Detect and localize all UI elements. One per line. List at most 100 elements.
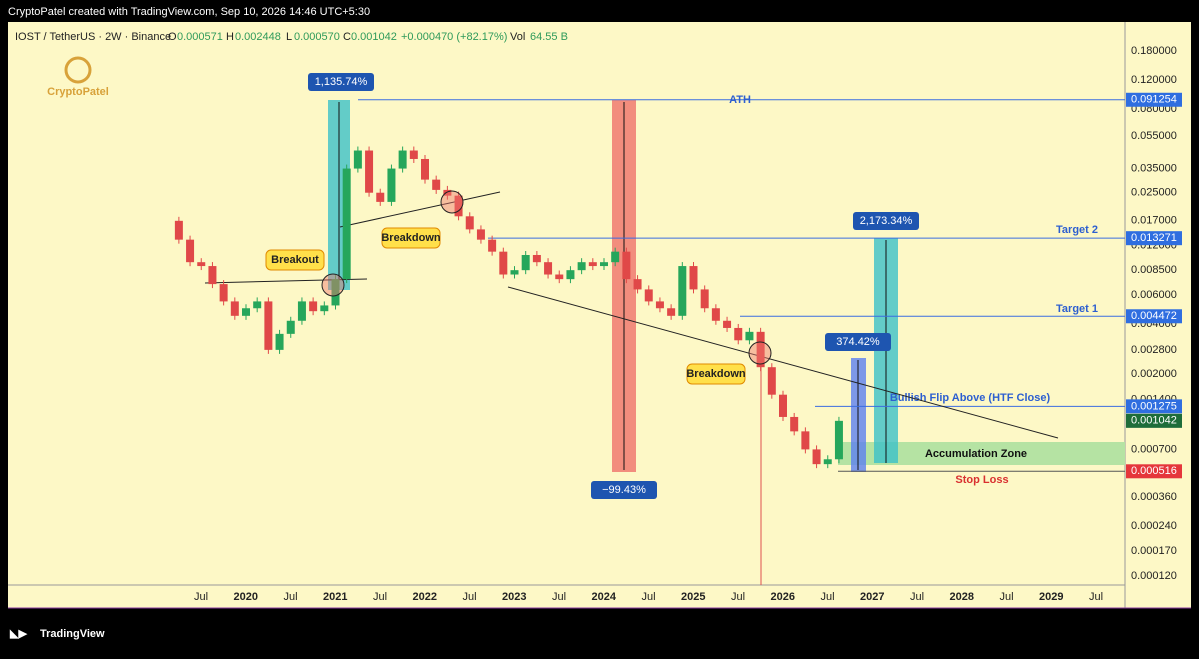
candle: [275, 333, 284, 350]
price-tick-label: 0.180000: [1131, 45, 1177, 57]
callout-text: Breakdown: [381, 232, 441, 244]
ohlc-label: H: [226, 31, 234, 43]
price-badge-text: 0.000516: [1131, 465, 1177, 477]
measure-label-box: [825, 333, 891, 351]
level-label: Bullish Flip Above (HTF Close): [890, 392, 1051, 404]
time-tick-label: 2025: [681, 591, 705, 603]
ohlc-value: 0.002448: [235, 31, 281, 43]
candle: [219, 284, 228, 302]
candle: [320, 305, 329, 312]
accumulation-zone: [838, 442, 1125, 465]
price-tick-label: 0.000120: [1131, 570, 1177, 582]
candle: [253, 301, 262, 309]
candle: [745, 331, 754, 341]
change: +0.000470 (+82.17%): [401, 31, 507, 43]
candle: [510, 270, 519, 275]
candle: [230, 301, 239, 316]
trendline: [339, 191, 501, 228]
candle: [376, 192, 385, 202]
price-tick-label: 0.120000: [1131, 74, 1177, 86]
candle: [387, 168, 396, 202]
price-tick-label: 0.017000: [1131, 214, 1177, 226]
candle: [286, 320, 295, 334]
time-tick-label: Jul: [373, 591, 387, 603]
price-tick-label: 0.025000: [1131, 187, 1177, 199]
callout-box: [381, 227, 441, 249]
price-tick-label: 0.055000: [1131, 130, 1177, 142]
callout-circle: [440, 190, 464, 214]
candle: [476, 229, 485, 240]
level-label: Target 1: [1056, 303, 1098, 315]
candle: [790, 416, 799, 432]
callout-circle: [748, 341, 772, 365]
candle: [667, 308, 676, 316]
candle: [186, 239, 195, 263]
candle: [544, 262, 553, 275]
price-badge-text: 0.004472: [1131, 310, 1177, 322]
candle: [600, 262, 608, 267]
price-badge: [1126, 399, 1182, 414]
candle: [297, 301, 306, 321]
time-tick-label: Jul: [999, 591, 1013, 603]
price-tick-label: 0.000240: [1131, 520, 1177, 532]
candle: [208, 266, 217, 285]
price-tick-label: 0.002000: [1131, 368, 1177, 380]
candle: [353, 150, 362, 169]
candle: [555, 274, 564, 280]
callout-box: [265, 249, 325, 271]
ohlc-value: 0.001042: [351, 31, 397, 43]
level-label: Stop Loss: [955, 474, 1008, 486]
callout-text: Breakdown: [686, 368, 746, 380]
measure-label: 2,173.34%: [860, 215, 913, 227]
time-tick-label: Jul: [910, 591, 924, 603]
price-badge: [1126, 413, 1182, 428]
ohlc-label: O: [168, 31, 177, 43]
candle: [521, 254, 530, 271]
measure-label-box: [308, 73, 374, 91]
candle: [834, 420, 843, 460]
callout-box: [686, 363, 746, 385]
time-tick-label: Jul: [462, 591, 476, 603]
volume-label: Vol: [510, 31, 525, 43]
candle: [264, 301, 273, 350]
time-tick-label: Jul: [283, 591, 297, 603]
time-tick-label: 2028: [950, 591, 974, 603]
callout-text: Breakout: [271, 254, 319, 266]
candle: [700, 289, 709, 309]
candle: [779, 394, 787, 417]
candle: [532, 254, 541, 263]
price-tick-label: 0.000170: [1131, 545, 1177, 557]
candle: [242, 308, 250, 316]
price-tick-label: 0.000360: [1131, 491, 1177, 503]
watermark-text: CryptoPatel: [47, 86, 109, 98]
time-tick-label: 2020: [234, 591, 258, 603]
ohlc-label: C: [343, 31, 351, 43]
candle: [801, 431, 810, 450]
candle: [633, 279, 642, 290]
zone-label: Accumulation Zone: [925, 448, 1027, 460]
time-tick-label: 2024: [592, 591, 617, 603]
logo: [64, 56, 92, 84]
candle: [409, 150, 418, 159]
price-badge: [1126, 464, 1182, 479]
price-tick-label: 0.008500: [1131, 264, 1177, 276]
candle: [309, 301, 318, 312]
price-tick-label: 0.002800: [1131, 344, 1177, 356]
trendline: [204, 278, 368, 284]
time-tick-label: 2023: [502, 591, 526, 603]
candle: [611, 251, 620, 263]
chart-area: [8, 22, 1191, 608]
candle: [432, 179, 441, 190]
candle: [499, 251, 508, 275]
candle: [342, 168, 351, 280]
candle: [756, 331, 765, 368]
measure-label: −99.43%: [602, 484, 646, 496]
candle: [655, 301, 664, 309]
attribution: CryptoPatel created with TradingView.com…: [8, 6, 370, 18]
price-badge-text: 0.091254: [1131, 94, 1177, 106]
price-badge-text: 0.013271: [1131, 232, 1177, 244]
candle: [577, 262, 586, 271]
time-tick-label: Jul: [820, 591, 834, 603]
